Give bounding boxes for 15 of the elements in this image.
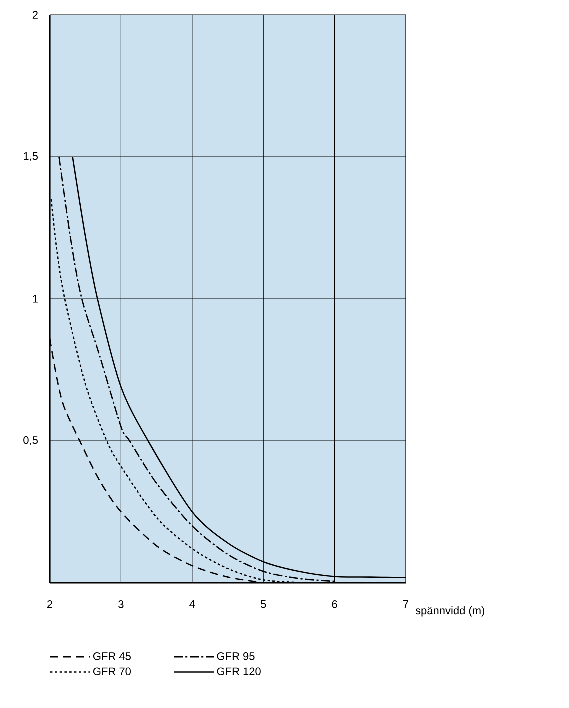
y-tick-label: 1 — [33, 295, 38, 303]
x-tick-label: 2 — [47, 600, 53, 608]
legend-label: GFR 120 — [217, 668, 261, 676]
y-tick-label: 0,5 — [24, 436, 38, 446]
x-tick-label: 6 — [332, 600, 338, 608]
x-tick-label: 7 — [403, 600, 408, 608]
y-tick-label: 1,5 — [24, 152, 38, 162]
x-axis-title: spännvidd (m) — [416, 606, 485, 617]
x-tick-label: 5 — [260, 600, 266, 608]
x-tick-label: 3 — [118, 600, 124, 608]
y-tick-label: 2 — [32, 11, 38, 19]
x-tick-label: 4 — [190, 600, 196, 608]
legend-label: GFR 45 — [93, 652, 131, 660]
legend-label: GFR 95 — [217, 652, 255, 660]
legend-label: GFR 70 — [93, 668, 131, 676]
